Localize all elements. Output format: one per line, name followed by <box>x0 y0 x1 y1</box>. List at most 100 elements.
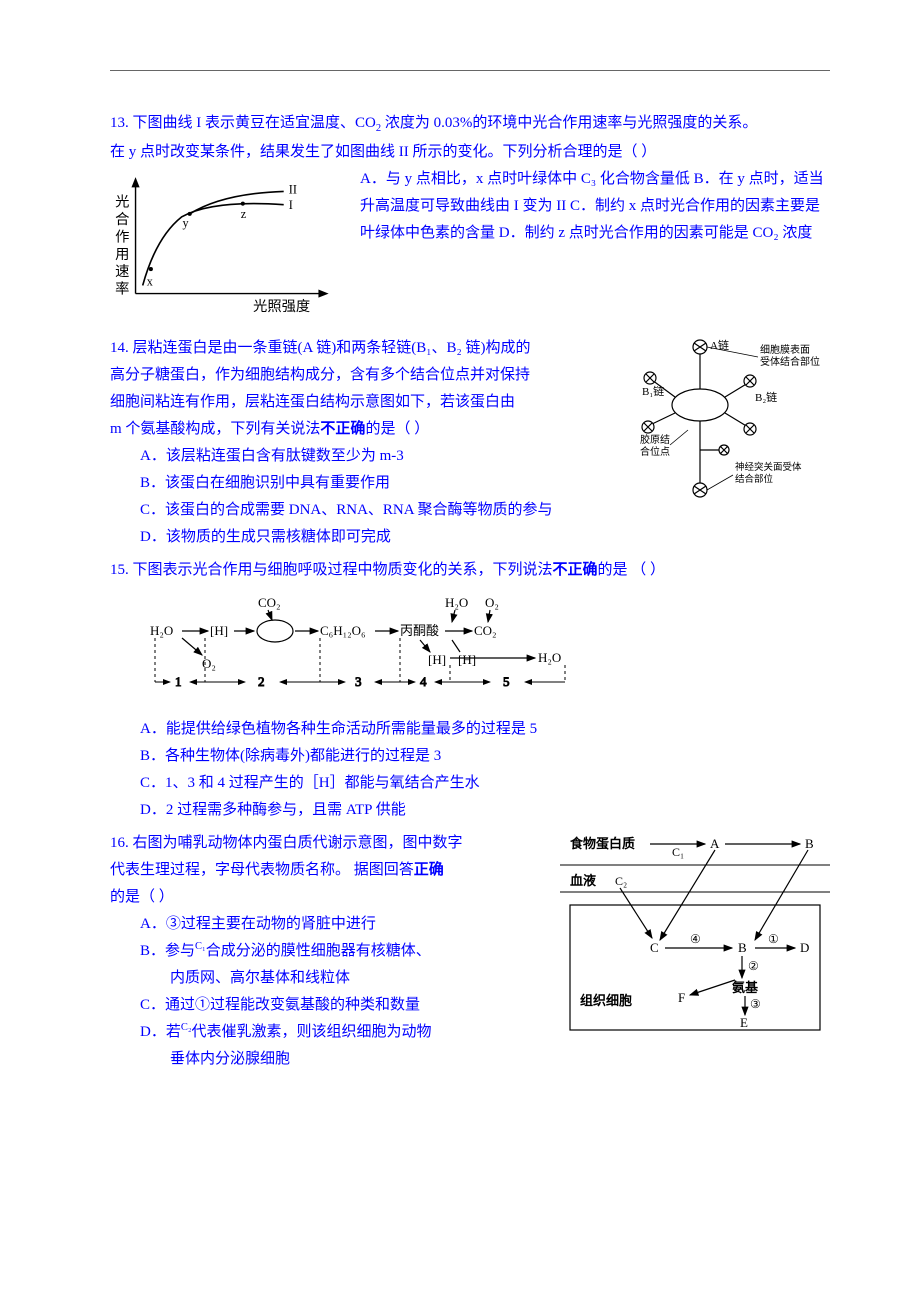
svg-text:受体结合部位: 受体结合部位 <box>760 355 820 368</box>
svg-text:光: 光 <box>115 194 129 211</box>
svg-text:C₁: C₁ <box>672 845 684 859</box>
q15-options: A．能提供给绿色植物各种生命活动所需能量最多的过程是 5 B．各种生物体(除病毒… <box>110 716 830 824</box>
question-14: A链 细胞膜表面 受体结合部位 B₁链 B₂链 胶原结 合位点 神经突关面受体 … <box>110 335 830 551</box>
svg-text:丙酮酸: 丙酮酸 <box>400 623 439 638</box>
q15-stem-1: 下图表示光合作用与细胞呼吸过程中物质变化的关系，下列说法 <box>133 562 553 578</box>
svg-text:O₂: O₂ <box>202 656 216 671</box>
q13-stem-part2: 浓度为 0.03%的环境中光合作用速率与光照强度的关系。 <box>385 115 758 131</box>
q15-option-b: B．各种生物体(除病毒外)都能进行的过程是 3 <box>140 743 830 770</box>
q14-stem-2: 高分子糖蛋白，作为细胞结构成分，含有多个结合位点并对保持 <box>110 367 530 383</box>
svg-text:[H]: [H] <box>210 623 228 638</box>
svg-text:率: 率 <box>115 280 129 297</box>
svg-text:B: B <box>738 940 747 955</box>
q16-d-2: 代表催乳激素，则该组织细胞为动物 <box>192 1024 432 1040</box>
q16-diagram: 食物蛋白质 C₁ A B 血液 C₂ 组织细胞 C <box>560 830 830 1050</box>
svg-text:F: F <box>678 990 685 1005</box>
svg-text:速: 速 <box>115 263 129 280</box>
question-15: 15. 下图表示光合作用与细胞呼吸过程中物质变化的关系，下列说法不正确的是 （ … <box>110 557 830 824</box>
svg-text:H₂O: H₂O <box>538 650 561 665</box>
svg-text:[H]: [H] <box>458 652 476 667</box>
svg-text:③: ③ <box>750 997 761 1011</box>
svg-text:2: 2 <box>258 674 265 689</box>
lbl-collagen: 胶原结 <box>640 433 670 446</box>
svg-text:CO₂: CO₂ <box>258 595 281 610</box>
q13-stem-part3: 在 y 点时改变某条件，结果发生了如图曲线 II 所示的变化。下列分析合理的是（… <box>110 144 656 160</box>
q13-chart: 光 合 作 用 速 率 光照强度 x y z II I <box>110 170 345 325</box>
svg-text:B: B <box>805 836 814 851</box>
q15-option-a: A．能提供给绿色植物各种生命活动所需能量最多的过程是 5 <box>140 716 830 743</box>
q15-stem-2: 的是 （ ） <box>598 562 666 578</box>
svg-text:3: 3 <box>355 674 362 689</box>
q15-stem-bold: 不正确 <box>553 562 598 578</box>
q16-b-2: 合成分泌的膜性细胞器有核糖体、 <box>206 943 431 959</box>
q13-number: 13. <box>110 115 129 131</box>
svg-text:A: A <box>710 836 720 851</box>
svg-text:组织细胞: 组织细胞 <box>580 993 632 1008</box>
q14-stem-3: 细胞间粘连有作用，层粘连蛋白结构示意图如下，若该蛋白由 <box>110 394 515 410</box>
svg-text:O₂: O₂ <box>485 595 499 610</box>
svg-text:H₂O: H₂O <box>150 623 173 638</box>
q16-stem-3: 的是（ ） <box>110 889 174 905</box>
q14-stem-1: 层粘连蛋白是由一条重链(A 链)和两条轻链(B₁、B₂ 链)构成的 <box>133 340 531 356</box>
q13-sub: 2 <box>376 123 381 134</box>
q14-number: 14. <box>110 340 129 356</box>
q13-option-a: A．与 y 点相比，x 点时叶绿体中 C₃ 化合物含量低 <box>360 171 690 187</box>
svg-text:D: D <box>800 940 809 955</box>
q13-option-d: D．制约 z 点时光合作用的因素可能是 CO₂ 浓度 <box>499 225 813 241</box>
q16-d-1: D．若 <box>140 1024 181 1040</box>
svg-text:结合部位: 结合部位 <box>735 473 774 485</box>
q14-diagram: A链 细胞膜表面 受体结合部位 B₁链 B₂链 胶原结 合位点 神经突关面受体 … <box>640 335 830 515</box>
svg-text:C₂: C₂ <box>615 874 627 888</box>
svg-text:血液: 血液 <box>570 873 596 888</box>
svg-text:y: y <box>183 216 190 230</box>
svg-text:光照强度: 光照强度 <box>253 298 310 315</box>
svg-text:作: 作 <box>115 228 129 245</box>
svg-text:H₂O: H₂O <box>445 595 468 610</box>
q16-d-sup: C₂ <box>181 1022 192 1033</box>
q16-stem-bold: 正确 <box>414 862 444 878</box>
q14-stem-5: 的是（ ） <box>365 421 429 437</box>
q13-options: A．与 y 点相比，x 点时叶绿体中 C₃ 化合物含量低 B．在 y 点时，适当… <box>360 166 830 247</box>
svg-text:④: ④ <box>690 932 701 946</box>
q15-option-c: C．1、3 和 4 过程产生的［H］都能与氧结合产生水 <box>140 770 830 797</box>
svg-text:[H]: [H] <box>428 652 446 667</box>
svg-text:合位点: 合位点 <box>640 445 670 458</box>
svg-text:用: 用 <box>115 247 129 263</box>
q16-b-sup: C₁ <box>195 941 206 952</box>
lbl-nerve: 神经突关面受体 <box>735 461 802 473</box>
svg-text:5: 5 <box>503 674 510 689</box>
q16-stem-1: 右图为哺乳动物体内蛋白质代谢示意图，图中数字 <box>133 835 463 851</box>
q16-option-d-cont: 垂体内分泌腺细胞 <box>140 1046 830 1073</box>
svg-text:氨基: 氨基 <box>731 980 759 995</box>
question-16: 食物蛋白质 C₁ A B 血液 C₂ 组织细胞 C <box>110 830 830 1073</box>
svg-text:合: 合 <box>115 211 129 228</box>
q14-stem-4: m 个氨基酸构成，下列有关说法 <box>110 421 320 437</box>
svg-text:1: 1 <box>175 674 182 689</box>
svg-text:C: C <box>650 940 659 955</box>
q14-stem-bold: 不正确 <box>320 421 365 437</box>
q16-stem-2: 代表生理过程，字母代表物质名称。 据图回答 <box>110 862 414 878</box>
q15-diagram: H₂O [H] O₂ CO₂ C₆H₁₂O₆ 丙酮酸 H₂O O₂ <box>150 590 580 710</box>
lbl-B2: B₂链 <box>755 390 777 404</box>
q16-b-1: B．参与 <box>140 943 195 959</box>
lbl-receptor: 细胞膜表面 <box>760 343 810 356</box>
exam-page: 13. 下图曲线 I 表示黄豆在适宜温度、CO2 浓度为 0.03%的环境中光合… <box>0 0 920 1139</box>
lbl-A: A链 <box>710 338 729 352</box>
svg-text:①: ① <box>768 932 779 946</box>
svg-text:z: z <box>241 207 247 221</box>
svg-text:C₆H₁₂O₆: C₆H₁₂O₆ <box>320 623 366 638</box>
svg-text:x: x <box>147 274 153 288</box>
lbl-B1: B₁链 <box>642 384 664 398</box>
svg-text:I: I <box>289 198 293 212</box>
q16-number: 16. <box>110 835 129 851</box>
svg-text:4: 4 <box>420 674 427 689</box>
q14-option-d: D．该物质的生成只需核糖体即可完成 <box>140 524 830 551</box>
q13-stem-part1: 下图曲线 I 表示黄豆在适宜温度、CO <box>133 115 376 131</box>
q15-number: 15. <box>110 562 129 578</box>
question-13: 13. 下图曲线 I 表示黄豆在适宜温度、CO2 浓度为 0.03%的环境中光合… <box>110 110 830 329</box>
svg-text:II: II <box>289 182 297 196</box>
svg-text:CO₂: CO₂ <box>474 623 497 638</box>
svg-text:E: E <box>740 1015 748 1030</box>
svg-text:食物蛋白质: 食物蛋白质 <box>570 836 635 851</box>
svg-text:②: ② <box>748 959 759 973</box>
